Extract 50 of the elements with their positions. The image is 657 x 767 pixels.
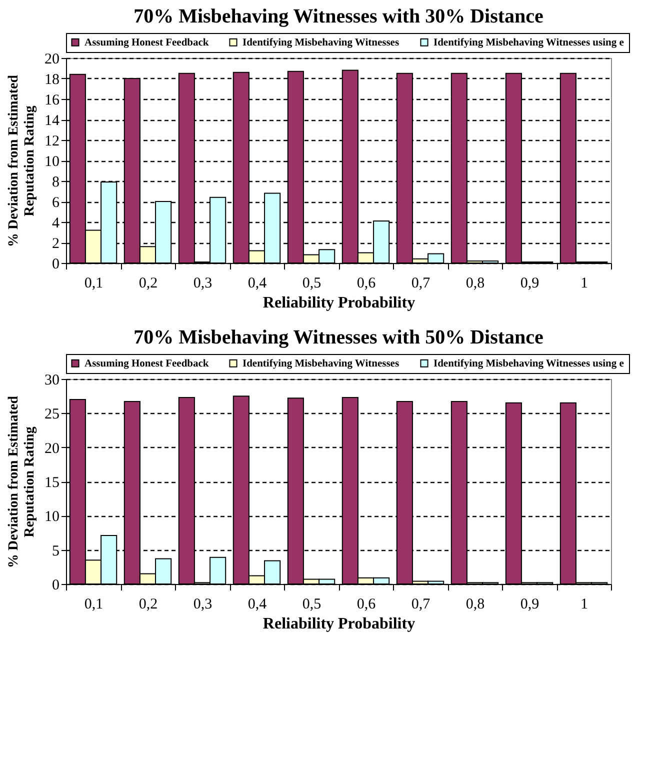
y-tick-label: 30: [44, 372, 60, 388]
x-tick-label: 0,8: [466, 276, 485, 292]
y-tick-label: 2: [52, 236, 60, 252]
y-tick-label: 16: [44, 92, 60, 108]
y-tick-label: 25: [44, 406, 60, 423]
x-tick-label: 0,7: [411, 596, 431, 612]
x-tick-label: 0,3: [193, 596, 212, 612]
y-tick-label: 10: [44, 509, 60, 526]
legend-label: Assuming Honest Feedback: [84, 358, 209, 370]
x-tick-label: 0,8: [466, 596, 485, 612]
x-tick-label: 0,5: [302, 276, 322, 292]
y-tick-label: 18: [44, 72, 60, 88]
y-tick-label: 15: [44, 475, 60, 491]
x-tick-label: 0,6: [356, 276, 376, 292]
y-tick-label: 14: [44, 113, 60, 129]
x-tick-label: 0,2: [138, 596, 158, 612]
x-tick-label: 1: [580, 596, 588, 612]
x-tick-label: 0,1: [84, 276, 104, 292]
y-tick-label: 20: [44, 52, 60, 68]
x-tick-label: 0,7: [411, 276, 431, 292]
legend-label: Identifying Misbehaving Witnesses: [242, 358, 400, 370]
y-tick-label: 8: [52, 174, 60, 190]
x-tick-label: 0,5: [302, 596, 322, 612]
x-tick-label: 0,6: [356, 596, 376, 612]
legend-label: Identifying Misbehaving Witnesses using e: [434, 358, 624, 370]
chart-title: 70% Misbehaving Witnesses with 50% Distance: [134, 326, 544, 348]
x-tick-label: 0,9: [520, 596, 540, 612]
x-axis-title: Reliability Probability: [262, 294, 416, 312]
x-tick-label: 0,4: [248, 276, 268, 292]
y-tick-label: 0: [52, 578, 60, 594]
legend-label: Identifying Misbehaving Witnesses: [242, 37, 400, 48]
x-tick-label: 1: [580, 276, 588, 292]
y-axis-title: % Deviation from Estimated Reputation Rating: [6, 74, 38, 247]
x-tick-label: 0,1: [84, 596, 104, 612]
y-tick-label: 5: [52, 543, 60, 560]
y-tick-label: 0: [52, 256, 60, 272]
x-tick-label: 0,2: [138, 276, 158, 292]
y-axis-title: % Deviation from Estimated Reputation Rating: [6, 396, 38, 568]
legend-label: Assuming Honest Feedback: [84, 37, 209, 48]
y-tick-label: 10: [44, 154, 60, 170]
y-tick-label: 4: [52, 216, 60, 232]
y-tick-label: 12: [44, 134, 60, 150]
x-tick-label: 0,4: [248, 596, 268, 612]
y-tick-label: 6: [52, 195, 60, 211]
chart-title: 70% Misbehaving Witnesses with 30% Distance: [134, 6, 544, 28]
legend-label: Identifying Misbehaving Witnesses using e: [434, 37, 624, 48]
x-tick-label: 0,9: [520, 276, 540, 292]
x-tick-label: 0,3: [193, 276, 212, 292]
x-axis-title: Reliability Probability: [262, 616, 416, 632]
y-tick-label: 20: [44, 440, 60, 457]
